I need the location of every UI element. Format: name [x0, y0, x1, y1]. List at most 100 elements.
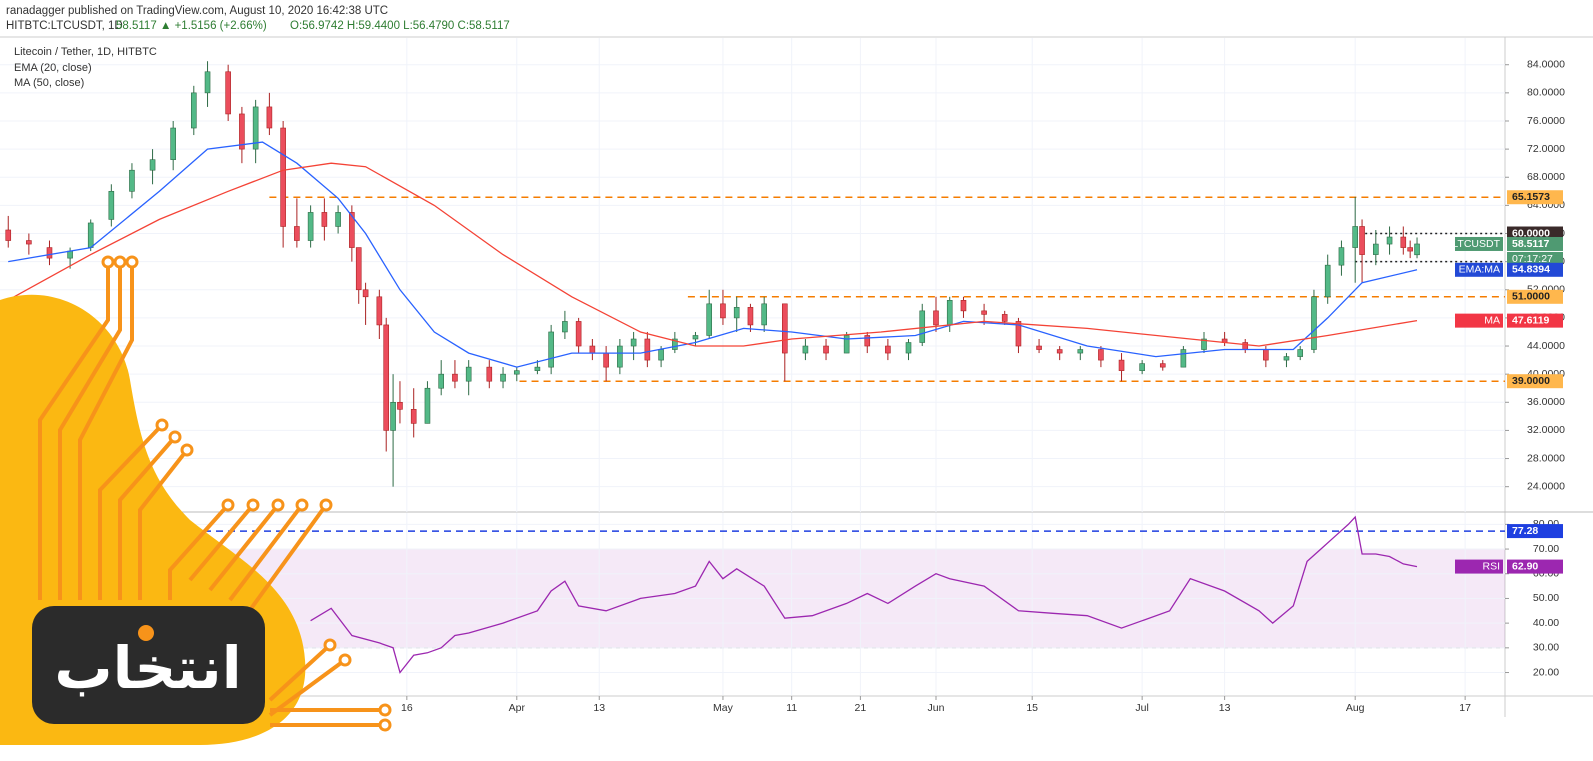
last-price: 58.5117: [116, 20, 157, 32]
candle-body: [747, 307, 754, 326]
candle-body: [335, 212, 341, 227]
candle-body: [1386, 236, 1393, 245]
logo: انتخاب: [0, 255, 392, 745]
candle-body: [321, 212, 328, 227]
candle-body: [733, 307, 740, 319]
candle-body: [706, 303, 713, 336]
candle-body: [252, 106, 259, 150]
candle-body: [1400, 236, 1407, 248]
candle-body: [1001, 314, 1008, 322]
y-tick-label: 72.0000: [1527, 143, 1565, 155]
series-line: [1, 162, 1418, 347]
tag-name-box: [1455, 313, 1503, 328]
level-tag-label: 65.1573: [1512, 191, 1550, 203]
candle-body: [1414, 243, 1420, 256]
candle-body: [1015, 321, 1022, 347]
candle-body: [1159, 363, 1166, 368]
candle-body: [383, 324, 390, 431]
candle-body: [933, 310, 939, 326]
logo-badge: [32, 606, 265, 724]
candle-body: [919, 310, 926, 343]
y-tick-label: 32.0000: [1527, 424, 1565, 436]
countdown-box: [1507, 251, 1563, 266]
candle-body: [1297, 349, 1304, 357]
tag-value: 54.8394: [1512, 264, 1550, 276]
candle-body: [46, 247, 53, 259]
tag-name-box: [1455, 559, 1503, 574]
candle-body: [1373, 243, 1379, 255]
candle-body: [225, 71, 231, 115]
candle-body: [67, 250, 73, 259]
candle-body: [946, 300, 953, 326]
candle-body: [5, 229, 12, 241]
candle-body: [307, 212, 314, 241]
level-tag: [1507, 190, 1563, 205]
candle-body: [362, 289, 369, 298]
countdown: 07:17:27: [1512, 253, 1553, 265]
logo-text: انتخاب: [54, 634, 241, 702]
y-tick-label: 24.0000: [1527, 480, 1565, 492]
x-tick-label: 15: [1026, 702, 1038, 714]
candle-body: [108, 191, 115, 220]
level-tag: [1507, 289, 1563, 304]
tag-name: MA: [1484, 314, 1500, 326]
candle-body: [239, 113, 245, 150]
logo-circuit: [38, 262, 385, 727]
candle-body: [1359, 226, 1365, 255]
candle-body: [1139, 363, 1145, 371]
x-tick-label: Aug: [1346, 702, 1365, 714]
candle-body: [960, 300, 967, 312]
y-tick-label: 76.0000: [1527, 115, 1565, 127]
y-tick-label: 70.00: [1533, 543, 1559, 555]
candle-body: [1311, 296, 1317, 350]
candle-body: [823, 345, 829, 354]
candle-body: [720, 303, 726, 319]
tag-name-box: [1455, 262, 1503, 277]
candle-body: [630, 338, 637, 347]
tag-name: LTCUSDT: [1452, 238, 1500, 250]
tag-value-box: [1507, 559, 1563, 574]
candle-body: [534, 366, 541, 371]
logo-coin: [138, 625, 154, 641]
candle-body: [761, 303, 767, 326]
candle-body: [548, 331, 554, 368]
y-tick-label: 50.00: [1533, 592, 1559, 604]
candle-body: [438, 373, 444, 389]
y-tick-label: 40.00: [1533, 617, 1559, 629]
tag-value-box: [1507, 236, 1563, 251]
level-tag-label: 60.0000: [1512, 227, 1550, 239]
tag-name: RSI: [1482, 560, 1500, 572]
candle-body: [486, 366, 493, 382]
candle-body: [204, 71, 211, 94]
y-tick-label: 30.00: [1533, 642, 1559, 654]
candle-body: [294, 226, 300, 241]
tag-value-box: [1507, 262, 1563, 277]
candle-body: [465, 366, 472, 382]
ohlc: O:56.9742 H:59.4400 L:56.4790 C:58.5117: [290, 20, 510, 32]
plot-layer: 24.000028.000032.000036.000040.000044.00…: [0, 38, 1565, 714]
tag-value: 62.90: [1512, 560, 1538, 572]
candle-body: [87, 222, 94, 248]
tag-name: EMA:MA: [1459, 264, 1500, 276]
candle-body: [575, 321, 582, 347]
candle-body: [1338, 247, 1345, 266]
level-tag: [1507, 374, 1563, 389]
x-tick-label: Apr: [509, 702, 526, 714]
x-tick-label: Jul: [1135, 702, 1148, 714]
candle-body: [589, 345, 596, 354]
candle-body: [1056, 349, 1063, 354]
candle-body: [672, 338, 678, 350]
candle-body: [1407, 247, 1413, 252]
x-tick-label: 21: [855, 702, 867, 714]
level-tag-label: 77.28: [1512, 525, 1538, 537]
level-tag: [1507, 524, 1563, 539]
candle-body: [280, 127, 286, 227]
candle-body: [562, 321, 568, 333]
tag-value: 47.6119: [1512, 314, 1550, 326]
candle-body: [1242, 342, 1249, 350]
level-tag-label: 39.0000: [1512, 375, 1550, 387]
y-tick-label: 20.00: [1533, 666, 1559, 678]
candle-body: [603, 352, 609, 368]
candle-body: [1263, 349, 1269, 361]
